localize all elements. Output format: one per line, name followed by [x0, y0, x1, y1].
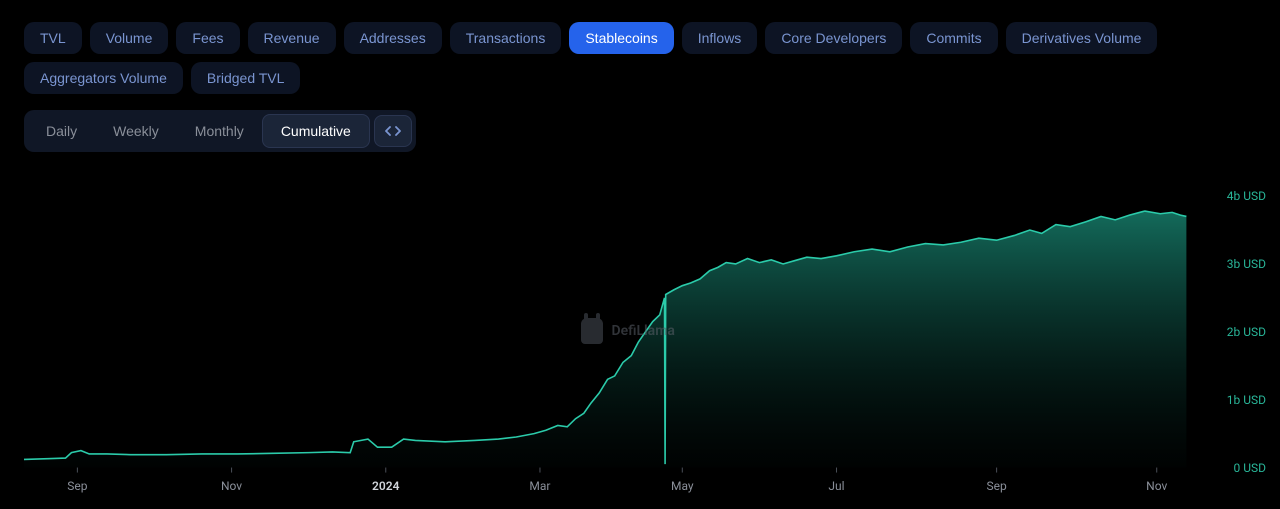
x-axis-label: Mar [529, 479, 550, 493]
tab-commits[interactable]: Commits [910, 22, 997, 54]
watermark-text: DefiLlama [611, 323, 674, 339]
y-axis-label: 0 USD [1233, 461, 1266, 475]
chart-container: DefiLlama Sep Nov 2024 Mar May Jul Sep Nov 0 USD… [24, 190, 1266, 495]
code-icon [385, 124, 401, 138]
tab-transactions[interactable]: Transactions [450, 22, 562, 54]
llama-icon [581, 318, 603, 344]
period-selector: DailyWeeklyMonthlyCumulative [24, 110, 416, 152]
tab-aggregators-volume[interactable]: Aggregators Volume [24, 62, 183, 94]
x-axis-label: Sep [986, 479, 1006, 493]
tab-fees[interactable]: Fees [176, 22, 239, 54]
y-axis-label: 4b USD [1227, 189, 1266, 203]
tab-stablecoins[interactable]: Stablecoins [569, 22, 673, 54]
period-weekly[interactable]: Weekly [95, 115, 177, 147]
x-axis-label: May [671, 479, 694, 493]
tab-derivatives-volume[interactable]: Derivatives Volume [1006, 22, 1158, 54]
tab-core-developers[interactable]: Core Developers [765, 22, 902, 54]
y-axis-label: 1b USD [1227, 393, 1266, 407]
tab-addresses[interactable]: Addresses [344, 22, 442, 54]
y-axis-label: 2b USD [1227, 325, 1266, 339]
metric-tabs-row: TVLVolumeFees RevenueAddressesTransaction… [0, 0, 1280, 94]
embed-code-button[interactable] [374, 115, 412, 147]
x-axis-label: 2024 [372, 479, 399, 493]
y-axis-label: 3b USD [1227, 257, 1266, 271]
tab-volume[interactable]: Volume [90, 22, 169, 54]
x-axis-label: Sep [67, 479, 87, 493]
x-axis-label: Nov [1146, 479, 1167, 493]
period-daily[interactable]: Daily [28, 115, 95, 147]
tab-bridged-tvl[interactable]: Bridged TVL [191, 62, 301, 94]
x-axis-label: Jul [828, 479, 844, 493]
tab-inflows[interactable]: Inflows [682, 22, 758, 54]
period-monthly[interactable]: Monthly [177, 115, 262, 147]
x-axis-label: Nov [221, 479, 242, 493]
tab-tvl[interactable]: TVL [24, 22, 82, 54]
tab-revenue[interactable]: Revenue [248, 22, 336, 54]
period-cumulative[interactable]: Cumulative [262, 114, 370, 148]
watermark: DefiLlama [581, 318, 674, 344]
